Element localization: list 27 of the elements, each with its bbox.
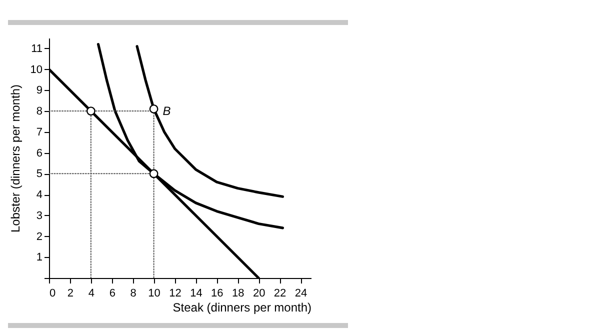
y-tick-label: 8 bbox=[36, 106, 42, 118]
x-axis-title: Steak (dinners per month) bbox=[172, 300, 312, 314]
y-tick-label: 5 bbox=[36, 168, 42, 180]
x-tick-label: 2 bbox=[67, 288, 74, 300]
x-tick-label: 22 bbox=[274, 288, 286, 300]
x-tick-label: 12 bbox=[169, 288, 182, 300]
x-tick-label: 10 bbox=[148, 288, 160, 300]
y-tick-label: 3 bbox=[36, 210, 42, 222]
y-tick-label: 1 bbox=[36, 252, 42, 264]
x-tick-label: 24 bbox=[294, 288, 308, 300]
x-tick-label: 14 bbox=[190, 288, 202, 300]
x-tick-label: 0 bbox=[50, 288, 56, 300]
x-tick-label: 6 bbox=[109, 288, 116, 300]
y-tick-label: 4 bbox=[36, 189, 42, 202]
x-tick-label: 4 bbox=[88, 288, 94, 300]
x-tick-label: 16 bbox=[211, 288, 224, 300]
x-tick-label: 20 bbox=[252, 288, 266, 300]
x-tick-label: 8 bbox=[130, 288, 136, 300]
y-tick-label: 11 bbox=[31, 42, 42, 55]
y-axis-title: Lobster (dinners per month) bbox=[8, 84, 22, 233]
y-tick-label: 2 bbox=[36, 230, 42, 243]
y-tick-label: 9 bbox=[36, 84, 42, 97]
x-tick-label: 18 bbox=[232, 288, 244, 300]
y-tick-label: 6 bbox=[36, 147, 42, 160]
y-tick-label: 7 bbox=[36, 126, 42, 138]
annotation: B bbox=[162, 104, 171, 118]
y-tick-label: 10 bbox=[30, 64, 42, 76]
